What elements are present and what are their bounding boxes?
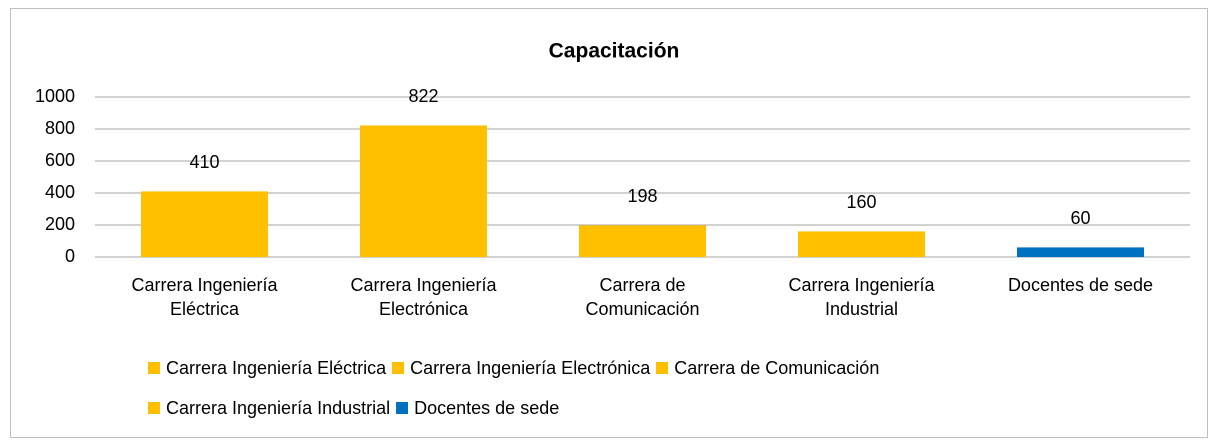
legend-label: Carrera Ingeniería Electrónica [410, 357, 651, 378]
legend-swatch [148, 402, 160, 414]
legend-swatch [396, 402, 409, 414]
legend-item: Docentes de sede [396, 396, 559, 420]
data-label: 60 [1070, 208, 1090, 228]
x-tick-label: Docentes de sede [1007, 275, 1154, 295]
bar [359, 125, 488, 257]
data-label: 198 [627, 186, 657, 206]
x-tick-label: Carrera Ingeniería Electrónica [350, 275, 497, 319]
legend-swatch [392, 362, 405, 374]
legend-label: Carrera Ingeniería Eléctrica [166, 357, 387, 378]
legend-swatch [656, 362, 669, 374]
bar [578, 225, 707, 257]
legend-item: Carrera Ingeniería Industrial [148, 396, 390, 420]
legend-item: Carrera Ingeniería Electrónica [392, 356, 650, 380]
data-label: 410 [189, 152, 219, 172]
x-tick-label: Carrera Ingeniería Eléctrica [131, 275, 278, 319]
bar [1016, 247, 1145, 257]
legend-item: Carrera Ingeniería Eléctrica [148, 356, 386, 380]
legend: Carrera Ingeniería Eléctrica Carrera Inge… [148, 356, 1068, 420]
bar [797, 231, 926, 257]
bar [140, 191, 269, 257]
y-tick-label: 400 [45, 182, 75, 202]
y-tick-label: 600 [45, 150, 75, 170]
legend-item: Carrera de Comunicación [656, 356, 879, 380]
legend-swatch [148, 362, 160, 374]
legend-label: Docentes de sede [414, 397, 560, 418]
chart-title: Capacitación [549, 40, 680, 63]
data-label: 822 [408, 86, 438, 106]
x-tick-label: Carrera Ingeniería Industrial [788, 275, 935, 319]
y-tick-label: 200 [45, 214, 75, 234]
y-tick-label: 1000 [35, 86, 75, 106]
data-label: 160 [846, 192, 876, 212]
y-tick-label: 800 [45, 118, 75, 138]
y-tick-label: 0 [65, 246, 75, 266]
x-tick-label: Carrera de Comunicación [585, 275, 700, 319]
legend-label: Carrera de Comunicación [674, 357, 880, 378]
legend-label: Carrera Ingeniería Industrial [166, 397, 391, 418]
